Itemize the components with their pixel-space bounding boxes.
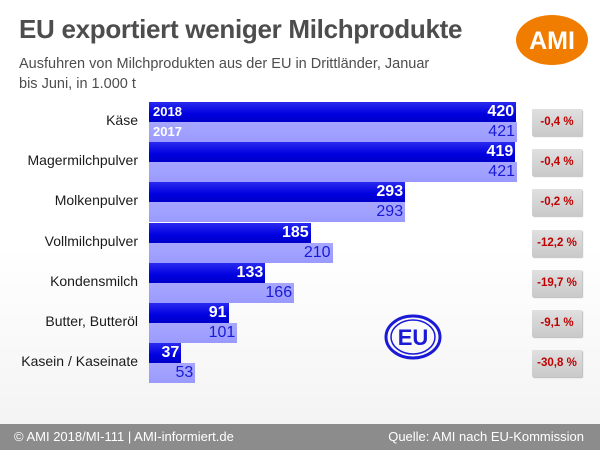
series-label-2018: 2018	[153, 104, 182, 119]
value-label-2018: 133	[236, 263, 264, 281]
bar-2018-5	[149, 303, 229, 323]
value-label-2017: 210	[303, 243, 331, 261]
eu-logo-text: EU	[398, 325, 429, 350]
category-label: Vollmilchpulver	[44, 232, 138, 249]
footer: © AMI 2018/MI-111 | AMI-informiert.de Qu…	[0, 424, 600, 450]
value-label-2018: 91	[208, 304, 227, 321]
change-badge: -19,7 %	[532, 269, 582, 297]
series-label-2017: 2017	[153, 124, 182, 139]
ami-logo-text: AMI	[529, 27, 575, 55]
category-label: Molkenpulver	[54, 192, 138, 209]
bar-2017-4	[149, 282, 295, 303]
footer-source: Quelle: AMI nach EU-Kommission	[388, 429, 584, 444]
eu-logo-inner-ring	[390, 319, 436, 355]
change-badge: -0,2 %	[532, 189, 582, 217]
value-label-2018: 293	[376, 183, 404, 201]
value-label-2017: 53	[175, 364, 194, 382]
change-badge: -12,2 %	[532, 229, 582, 257]
change-badge: -9,1 %	[532, 310, 582, 337]
bar-2018-6	[149, 343, 182, 364]
category-label: Butter, Butteröl	[45, 313, 138, 329]
bar-2018-4	[149, 262, 266, 283]
value-label-2017: 421	[488, 163, 515, 181]
value-label-2018: 420	[487, 103, 515, 120]
ami-logo: AMI	[516, 15, 588, 65]
bar-2017-5	[149, 323, 238, 343]
bar-2018-3	[149, 222, 311, 243]
bar-2017-1	[149, 162, 517, 183]
footer-copyright: © AMI 2018/MI-111 | AMI-informiert.de	[14, 429, 234, 444]
value-label-2017: 421	[488, 123, 515, 140]
change-badge: -0,4 %	[532, 109, 582, 136]
value-label-2017: 293	[376, 203, 404, 221]
chart-subtitle: Ausfuhren von Milchprodukten aus der EU …	[19, 56, 430, 92]
bar-2017-0	[149, 122, 517, 142]
category-label: Kondensmilch	[50, 272, 138, 289]
category-label: Käse	[106, 112, 138, 128]
bar-2017-6	[149, 363, 196, 384]
bar-2017-2	[149, 202, 406, 223]
value-label-2017: 166	[265, 283, 293, 301]
change-badge: -30,8 %	[532, 350, 582, 378]
category-label: Magermilchpulver	[27, 152, 138, 169]
chart-title: EU exportiert weniger Milchprodukte	[19, 14, 463, 44]
change-badge: -0,4 %	[532, 149, 582, 177]
ami-logo-shape	[516, 15, 588, 65]
category-label: Kasein / Kaseinate	[21, 353, 138, 370]
bar-2018-2	[149, 182, 406, 203]
value-label-2018: 185	[282, 223, 309, 241]
value-label-2018: 37	[161, 344, 180, 362]
value-label-2018: 419	[486, 143, 514, 161]
value-label-2017: 101	[208, 324, 236, 341]
bar-2017-3	[149, 242, 333, 263]
eu-logo-outer-ring	[384, 314, 442, 360]
bar-2018-1	[149, 142, 516, 163]
eu-logo: EU	[384, 314, 442, 360]
bar-2018-0	[149, 102, 517, 122]
